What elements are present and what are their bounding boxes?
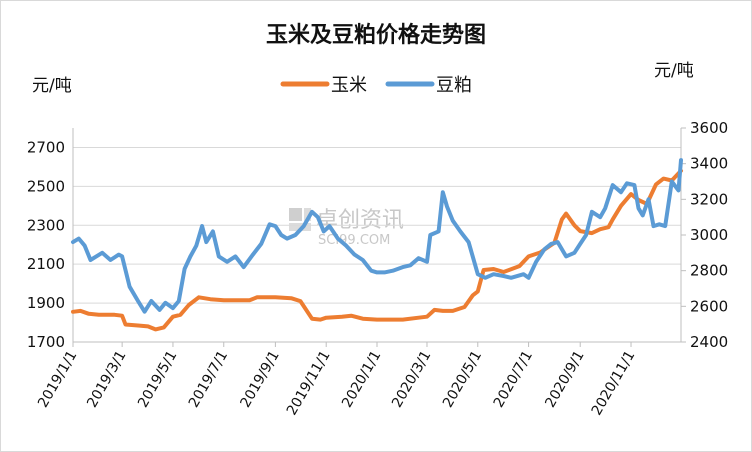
chart-title: 玉米及豆粕价格走势图 — [266, 22, 486, 48]
watermark-logo-block — [304, 208, 311, 221]
y-left-tick-label: 2100 — [27, 255, 65, 273]
watermark-logo-block — [289, 208, 302, 221]
watermark-text-en: SCI99.COM — [318, 233, 390, 248]
y-left-tick-label: 1900 — [27, 294, 65, 312]
y-axis-left: 1700 1900 2100 2300 2500 2700 — [27, 128, 74, 351]
series-line-corn — [71, 168, 683, 332]
y-right-tick-label: 3400 — [690, 155, 728, 173]
gridlines — [73, 146, 681, 304]
y-right-unit-label: 元/吨 — [654, 61, 694, 81]
legend: 玉米 豆粕 — [280, 75, 472, 96]
series-layer — [71, 158, 683, 332]
y-right-tick-label: 3600 — [690, 119, 728, 137]
y-right-tick-label: 2400 — [690, 333, 728, 351]
y-left-unit-label: 元/吨 — [32, 76, 72, 96]
series-line-soymeal — [71, 158, 683, 314]
legend-label: 玉米 — [331, 75, 367, 96]
y-right-tick-label: 3000 — [690, 226, 728, 244]
y-axis-right: 2400 2600 2800 3000 3200 3400 3600 — [680, 119, 728, 351]
watermark-logo-block — [289, 223, 311, 231]
y-left-tick-label: 2700 — [27, 138, 65, 156]
y-right-tick-label: 2600 — [690, 297, 728, 315]
legend-label: 豆粕 — [436, 75, 472, 96]
y-right-tick-label: 3200 — [690, 190, 728, 208]
watermark-text-cn: 卓创资讯 — [316, 208, 404, 233]
y-left-tick-label: 2300 — [27, 216, 65, 234]
y-left-tick-label: 1700 — [27, 333, 65, 351]
y-right-tick-label: 2800 — [690, 262, 728, 280]
y-left-tick-label: 2500 — [27, 177, 65, 195]
